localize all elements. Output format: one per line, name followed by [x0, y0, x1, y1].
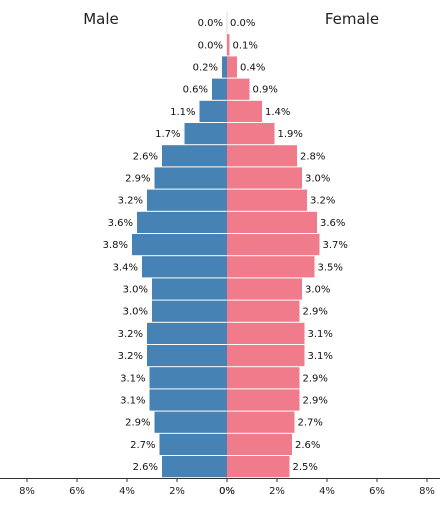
female-bar	[227, 367, 300, 389]
male-bar	[142, 256, 227, 278]
female-bar-label: 2.7%	[298, 418, 323, 429]
female-bar	[227, 189, 307, 211]
male-bar	[147, 322, 227, 344]
male-bar-label: 3.2%	[118, 196, 143, 207]
x-tick-label: 0%	[219, 486, 235, 497]
female-bar	[227, 345, 305, 367]
female-bar	[227, 123, 275, 145]
male-bar	[152, 278, 227, 300]
male-bar	[147, 345, 227, 367]
male-bar-label: 0.0%	[198, 18, 223, 29]
female-bar	[227, 100, 262, 122]
male-value-labels: 0.0% 0.0% 0.2% 0.6% 1.1% 1.7% 2.6% 2.9% 3.2% 3.6%…	[103, 18, 223, 473]
male-bar	[162, 456, 227, 478]
male-bar-label: 0.0%	[198, 40, 223, 51]
male-bar-label: 0.6%	[183, 85, 208, 96]
male-bar	[149, 389, 227, 411]
female-bar	[227, 389, 300, 411]
male-bar-label: 2.7%	[130, 440, 155, 451]
female-bar-label: 3.6%	[320, 218, 345, 229]
male-bar	[162, 145, 227, 167]
male-bar-label: 1.1%	[170, 107, 195, 118]
male-bar-label: 2.9%	[125, 418, 150, 429]
female-bar-label: 3.0%	[305, 285, 330, 296]
x-tick-label: 8%	[419, 486, 435, 497]
female-bar	[227, 411, 295, 433]
male-bar-label: 3.2%	[118, 351, 143, 362]
male-bar	[154, 411, 227, 433]
female-bar-label: 0.9%	[253, 85, 278, 96]
female-bar-label: 2.6%	[295, 440, 320, 451]
male-bar-label: 3.0%	[123, 307, 148, 318]
male-bar-label: 2.6%	[133, 462, 158, 473]
x-tick-label: 6%	[369, 486, 385, 497]
female-bar	[227, 78, 250, 100]
female-bar	[227, 234, 320, 256]
female-bar	[227, 433, 292, 455]
female-bar	[227, 300, 300, 322]
female-bar-label: 1.4%	[265, 107, 290, 118]
male-bar-label: 3.8%	[103, 240, 128, 251]
female-bar-label: 0.1%	[233, 40, 258, 51]
female-bar-label: 3.7%	[323, 240, 348, 251]
male-bar-label: 3.1%	[120, 396, 145, 407]
female-bar-label: 2.9%	[303, 307, 328, 318]
x-tick-label: 6%	[69, 486, 85, 497]
female-bar-label: 2.9%	[303, 396, 328, 407]
female-bar-label: 1.9%	[278, 129, 303, 140]
male-bar-label: 3.2%	[118, 329, 143, 340]
female-bar	[227, 322, 305, 344]
male-bar-label: 2.9%	[125, 174, 150, 185]
male-side-title: Male	[83, 10, 119, 28]
female-bar-label: 3.1%	[308, 329, 333, 340]
female-bar	[227, 167, 302, 189]
male-bar-label: 3.1%	[120, 373, 145, 384]
male-bar	[199, 100, 227, 122]
x-tick-label: 0%	[219, 486, 235, 497]
x-tick-label: 8%	[19, 486, 35, 497]
female-bar-label: 0.0%	[230, 18, 255, 29]
male-bar	[184, 123, 227, 145]
female-bar-label: 3.0%	[305, 174, 330, 185]
male-bar-label: 1.7%	[155, 129, 180, 140]
x-tick-label: 2%	[169, 486, 185, 497]
female-bar-label: 2.5%	[293, 462, 318, 473]
female-bar	[227, 34, 230, 56]
male-bar-label: 2.6%	[133, 151, 158, 162]
male-bar	[147, 189, 227, 211]
female-bar	[227, 456, 290, 478]
female-value-labels: 0.0% 0.1% 0.4% 0.9% 1.4% 1.9% 2.8% 3.0% 3.2% 3.6%…	[230, 18, 348, 473]
x-tick-label: 4%	[119, 486, 135, 497]
male-bar-label: 3.4%	[113, 262, 138, 273]
male-bar	[152, 300, 227, 322]
female-bar-label: 2.9%	[303, 373, 328, 384]
male-bar-label: 0.2%	[193, 63, 218, 74]
male-bar	[149, 367, 227, 389]
female-bar-label: 3.1%	[308, 351, 333, 362]
x-tick-label: 4%	[319, 486, 335, 497]
female-bar-label: 2.8%	[300, 151, 325, 162]
male-bars	[132, 56, 227, 478]
female-bar-label: 3.2%	[310, 196, 335, 207]
female-side-title: Female	[325, 10, 379, 28]
female-bar	[227, 145, 297, 167]
female-bar	[227, 211, 317, 233]
female-bar	[227, 256, 315, 278]
x-tick-label: 2%	[269, 486, 285, 497]
male-bar	[154, 167, 227, 189]
female-bar-label: 0.4%	[240, 63, 265, 74]
female-bar	[227, 278, 302, 300]
female-bar	[227, 56, 237, 78]
male-bar-label: 3.0%	[123, 285, 148, 296]
male-bar	[132, 234, 227, 256]
female-bars	[227, 34, 320, 478]
male-bar	[222, 56, 227, 78]
x-axis: 8% 6% 4% 2% 0%0% 2% 4% 6% 8%	[0, 478, 440, 497]
male-bar-label: 3.6%	[108, 218, 133, 229]
male-bar	[159, 433, 227, 455]
male-bar	[137, 211, 227, 233]
male-bar	[212, 78, 227, 100]
female-bar-label: 3.5%	[318, 262, 343, 273]
